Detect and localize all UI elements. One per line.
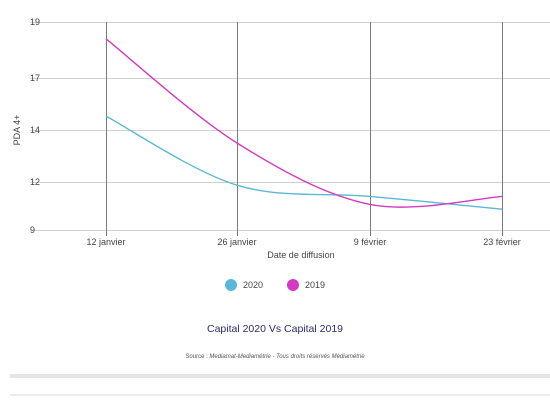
y-axis-ticks: 19 17 14 12 9 <box>30 17 40 235</box>
divider <box>10 374 550 378</box>
y-tick-label: 12 <box>30 177 40 187</box>
y-tick-label: 9 <box>30 225 35 235</box>
y-tick-label: 19 <box>30 17 40 27</box>
line-chart: 19 17 14 12 9 12 janvier 26 janvier 9 février 2… <box>12 17 550 260</box>
source-text: Mediamat-Mediamétrie - Tous droits réser… <box>209 354 365 360</box>
x-tick-label: 9 février <box>354 237 387 247</box>
y-tick-label: 14 <box>30 125 40 135</box>
series-layer <box>105 38 503 210</box>
series-line-2020[interactable] <box>105 115 503 210</box>
legend-item-2019[interactable]: 2019 <box>287 279 325 291</box>
chart-legend: 2020 2019 <box>0 279 550 291</box>
x-tick-label: 12 janvier <box>86 237 125 247</box>
legend-label-2019: 2019 <box>305 280 326 290</box>
divider <box>10 394 550 396</box>
chart-title: Capital 2020 Vs Capital 2019 <box>206 323 343 335</box>
source-prefix: Source : <box>185 354 210 360</box>
x-tick-label: 26 janvier <box>217 237 256 247</box>
x-axis-ticks: 12 janvier 26 janvier 9 février 23 février <box>86 237 520 247</box>
y-tick-label: 17 <box>30 73 40 83</box>
legend-label-2020: 2020 <box>242 280 263 290</box>
legend-swatch-2019 <box>287 279 299 291</box>
series-line-2019[interactable] <box>105 38 503 208</box>
horizontal-gridlines <box>30 22 550 231</box>
source-note: Source : Mediamat-Mediamétrie - Tous dro… <box>0 354 550 360</box>
vertical-gridlines <box>106 22 503 236</box>
y-axis-title: PDA 4+ <box>12 115 22 146</box>
legend-item-2020[interactable]: 2020 <box>224 279 263 291</box>
x-axis-title: Date de diffusion <box>267 250 334 260</box>
x-tick-label: 23 février <box>483 237 521 247</box>
legend-swatch-2020 <box>224 279 237 291</box>
